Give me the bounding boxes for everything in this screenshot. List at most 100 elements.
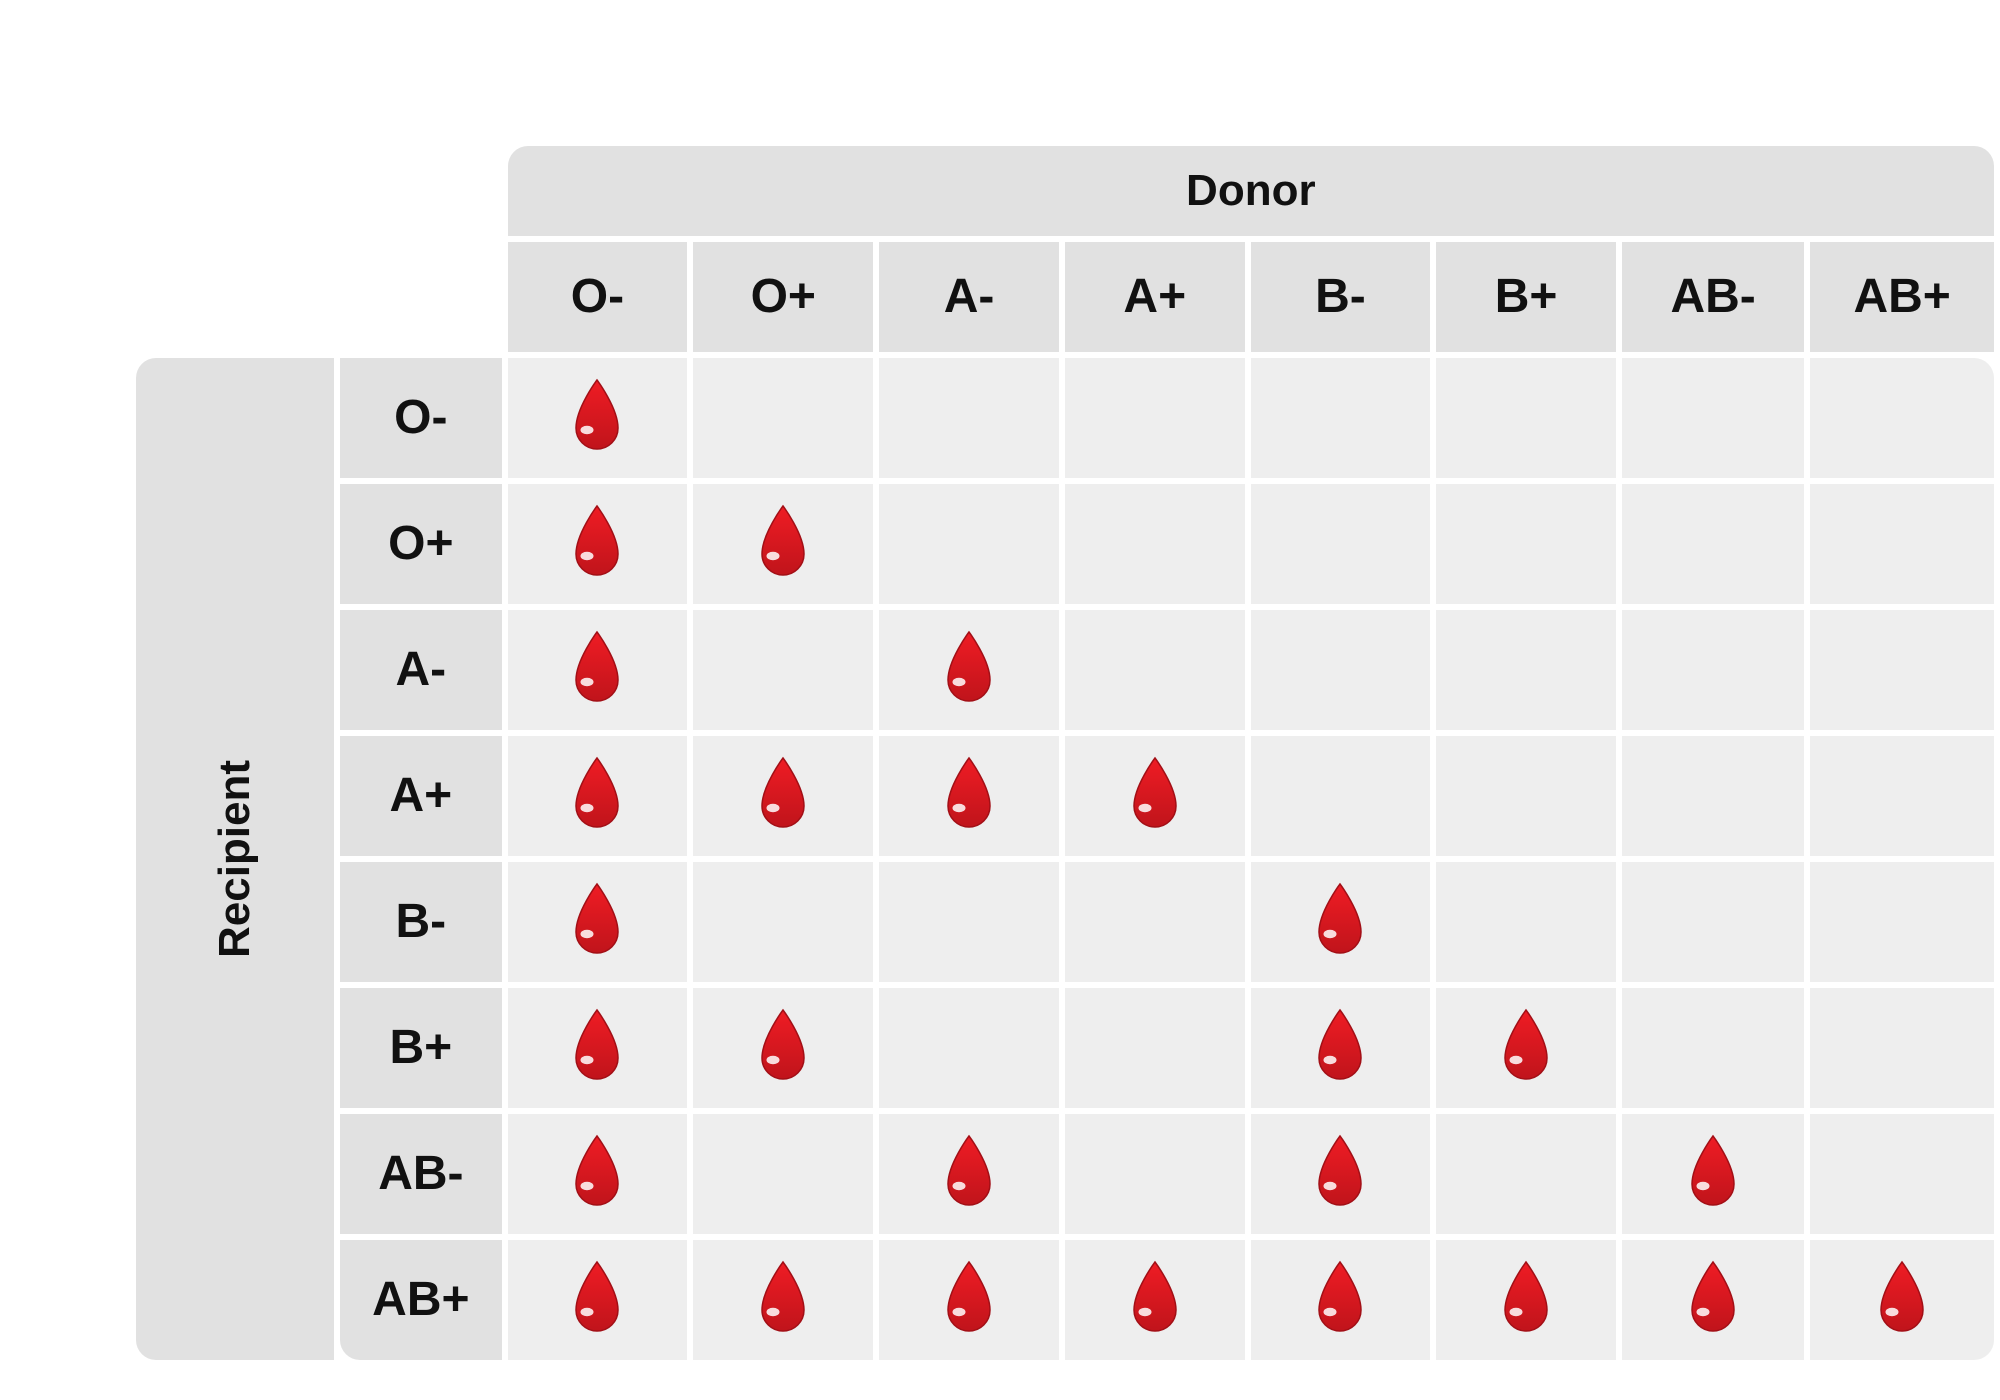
matrix-cell bbox=[508, 988, 688, 1108]
row-header: O+ bbox=[340, 484, 502, 604]
row-header: O- bbox=[340, 358, 502, 478]
blood-drop-icon bbox=[1682, 1260, 1744, 1340]
blood-drop-icon bbox=[1309, 1260, 1371, 1340]
matrix-cell bbox=[1251, 610, 1431, 730]
matrix-cell bbox=[1436, 610, 1616, 730]
row-header: AB+ bbox=[340, 1240, 502, 1360]
row-header: A+ bbox=[340, 736, 502, 856]
col-header: A- bbox=[879, 242, 1059, 352]
matrix-cell bbox=[1622, 736, 1804, 856]
matrix-cell bbox=[508, 358, 688, 478]
blood-drop-icon bbox=[752, 504, 814, 584]
matrix-cell bbox=[508, 862, 688, 982]
matrix-cell bbox=[1065, 610, 1245, 730]
matrix-cell bbox=[1251, 1114, 1431, 1234]
col-header: AB+ bbox=[1810, 242, 1994, 352]
blood-drop-icon bbox=[566, 1260, 628, 1340]
blood-drop-icon bbox=[566, 756, 628, 836]
matrix-cell bbox=[1622, 1114, 1804, 1234]
matrix-cell bbox=[1251, 862, 1431, 982]
matrix-cell bbox=[879, 484, 1059, 604]
blood-drop-icon bbox=[1495, 1008, 1557, 1088]
matrix-cell bbox=[1436, 1114, 1616, 1234]
blood-drop-icon bbox=[752, 1008, 814, 1088]
row-header: A- bbox=[340, 610, 502, 730]
matrix-cell bbox=[1436, 484, 1616, 604]
matrix-cell bbox=[879, 1240, 1059, 1360]
blood-drop-icon bbox=[938, 756, 1000, 836]
matrix-cell bbox=[879, 736, 1059, 856]
matrix-cell bbox=[1065, 1240, 1245, 1360]
col-header: AB- bbox=[1622, 242, 1804, 352]
blood-drop-icon bbox=[1309, 1134, 1371, 1214]
matrix-cell bbox=[693, 988, 873, 1108]
matrix-cell bbox=[1065, 862, 1245, 982]
matrix-cell bbox=[1436, 988, 1616, 1108]
matrix-cell bbox=[1622, 988, 1804, 1108]
matrix-cell bbox=[1436, 862, 1616, 982]
matrix-cell bbox=[693, 1114, 873, 1234]
donor-header: Donor bbox=[508, 146, 1994, 236]
row-header: B- bbox=[340, 862, 502, 982]
row-header: B+ bbox=[340, 988, 502, 1108]
matrix-cell bbox=[879, 358, 1059, 478]
blood-drop-icon bbox=[566, 1008, 628, 1088]
blood-drop-icon bbox=[1124, 756, 1186, 836]
matrix-cell bbox=[1065, 1114, 1245, 1234]
matrix-cell bbox=[879, 1114, 1059, 1234]
matrix-cell bbox=[693, 736, 873, 856]
recipient-label: Recipient bbox=[210, 760, 260, 958]
matrix-cell bbox=[693, 610, 873, 730]
matrix-cell bbox=[1622, 484, 1804, 604]
blood-drop-icon bbox=[938, 630, 1000, 710]
row-header: AB- bbox=[340, 1114, 502, 1234]
matrix-cell bbox=[1251, 736, 1431, 856]
matrix-cell bbox=[1251, 358, 1431, 478]
matrix-cell bbox=[1436, 1240, 1616, 1360]
blood-drop-icon bbox=[752, 756, 814, 836]
matrix-cell bbox=[1436, 358, 1616, 478]
matrix-cell bbox=[1065, 736, 1245, 856]
blood-drop-icon bbox=[752, 1260, 814, 1340]
matrix-cell bbox=[1436, 736, 1616, 856]
blood-drop-icon bbox=[566, 504, 628, 584]
matrix-cell bbox=[1622, 1240, 1804, 1360]
col-header: A+ bbox=[1065, 242, 1245, 352]
col-header: B+ bbox=[1436, 242, 1616, 352]
blood-drop-icon bbox=[1124, 1260, 1186, 1340]
matrix-cell bbox=[693, 358, 873, 478]
matrix-cell bbox=[1810, 1114, 1994, 1234]
matrix-cell bbox=[1810, 736, 1994, 856]
matrix-cell bbox=[1622, 358, 1804, 478]
matrix-cell bbox=[693, 862, 873, 982]
blood-drop-icon bbox=[1309, 882, 1371, 962]
matrix-cell bbox=[879, 610, 1059, 730]
matrix-cell bbox=[1810, 988, 1994, 1108]
col-header: O+ bbox=[693, 242, 873, 352]
matrix-cell bbox=[1810, 358, 1994, 478]
matrix-cell bbox=[1065, 484, 1245, 604]
matrix-cell bbox=[508, 736, 688, 856]
blood-drop-icon bbox=[566, 378, 628, 458]
blood-drop-icon bbox=[566, 1134, 628, 1214]
matrix-cell bbox=[1810, 610, 1994, 730]
matrix-cell bbox=[693, 1240, 873, 1360]
matrix-cell bbox=[1251, 988, 1431, 1108]
matrix-cell bbox=[508, 1114, 688, 1234]
blood-drop-icon bbox=[1682, 1134, 1744, 1214]
blood-drop-icon bbox=[566, 630, 628, 710]
matrix-cell bbox=[1251, 1240, 1431, 1360]
matrix-cell bbox=[693, 484, 873, 604]
matrix-cell bbox=[508, 610, 688, 730]
recipient-header: Recipient bbox=[136, 358, 334, 1360]
blood-compatibility-chart: Donor O- O+ A- A+ B- B+ AB- AB+ Recipien… bbox=[130, 140, 2000, 1366]
matrix-cell bbox=[879, 862, 1059, 982]
blood-drop-icon bbox=[938, 1260, 1000, 1340]
matrix-cell bbox=[1810, 1240, 1994, 1360]
blood-drop-icon bbox=[1871, 1260, 1933, 1340]
col-header: B- bbox=[1251, 242, 1431, 352]
matrix-cell bbox=[508, 1240, 688, 1360]
blood-drop-icon bbox=[1309, 1008, 1371, 1088]
matrix-cell bbox=[1622, 610, 1804, 730]
matrix-cell bbox=[879, 988, 1059, 1108]
